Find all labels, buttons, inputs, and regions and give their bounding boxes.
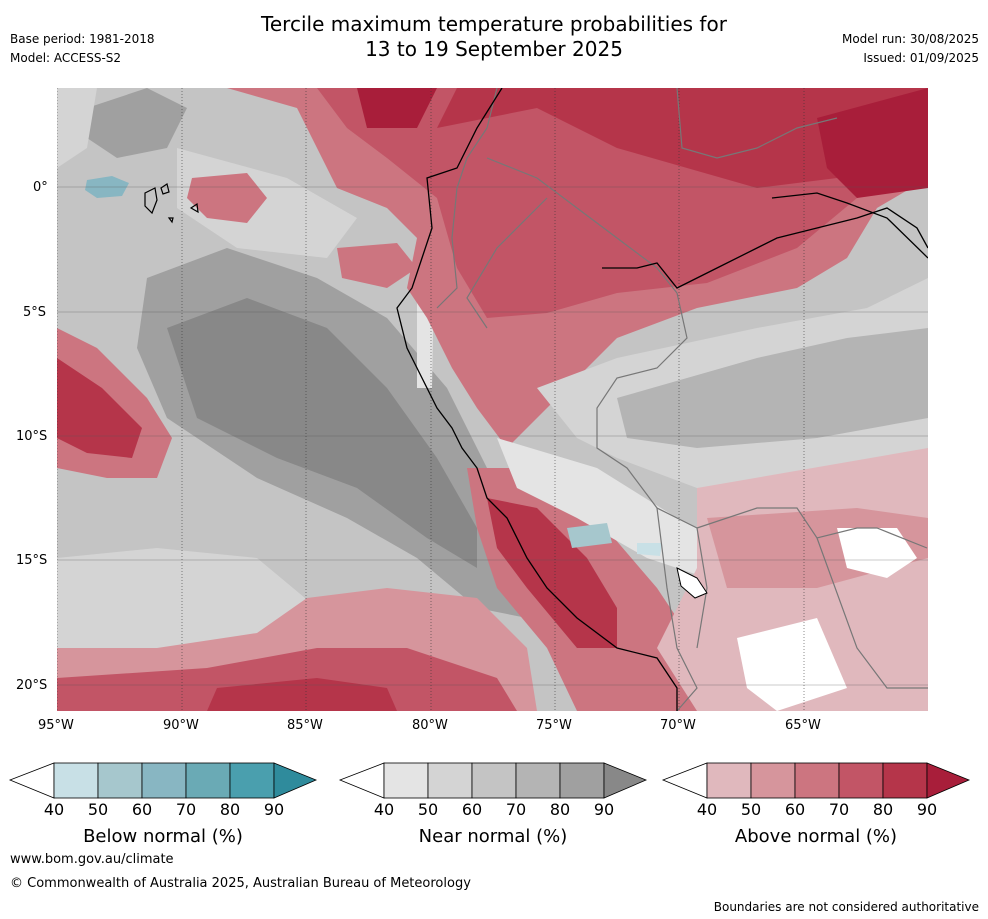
above-normal-south-80 <box>207 678 397 711</box>
near-tick-40: 40 <box>373 800 395 819</box>
above-normal-west-80 <box>57 358 142 458</box>
near-tick-80: 80 <box>549 800 571 819</box>
lat-label-10s: 10°S <box>16 429 48 444</box>
copyright-notice: © Commonwealth of Australia 2025, Austra… <box>10 876 471 891</box>
below-tick-70: 70 <box>175 800 197 819</box>
above-normal-label: Above normal (%) <box>734 826 898 847</box>
galapagos-islands <box>144 183 199 224</box>
near-normal-core-90 <box>167 298 477 568</box>
white-patch-east <box>837 528 917 578</box>
lat-label-15s: 15°S <box>16 553 48 568</box>
above-normal-gulf-blob <box>337 243 417 288</box>
near-normal-light-south <box>57 548 317 648</box>
lon-label-95w: 95°W <box>38 718 74 733</box>
title-line-2: 13 to 19 September 2025 <box>365 37 623 61</box>
near-normal-label: Near normal (%) <box>418 826 568 847</box>
model-run: Model run: 30/08/2025 <box>841 32 979 46</box>
above-normal-north-90b <box>357 88 437 128</box>
above-normal-galapagos-blob <box>187 173 267 223</box>
above-tick-50: 50 <box>740 800 762 819</box>
lon-label-65w: 65°W <box>785 718 821 733</box>
boundary-disclaimer: Boundaries are not considered authoritat… <box>713 900 979 914</box>
title-line-1: Tercile maximum temperature probabilitie… <box>261 12 727 36</box>
below-normal-label: Below normal (%) <box>83 826 243 847</box>
model-name: Model: ACCESS-S2 <box>10 51 122 65</box>
near-tick-70: 70 <box>505 800 527 819</box>
colorbar-above <box>661 762 971 799</box>
base-period: Base period: 1981-2018 <box>10 32 155 46</box>
lat-label-0: 0° <box>33 180 48 195</box>
below-normal-patch-2 <box>567 523 612 548</box>
lon-label-85w: 85°W <box>287 718 323 733</box>
above-normal-coast-80 <box>487 498 617 648</box>
below-tick-50: 50 <box>87 800 109 819</box>
colorbar-below <box>8 762 318 799</box>
chart-title: Tercile maximum temperature probabilitie… <box>0 12 988 62</box>
white-patch-south <box>737 618 847 711</box>
lon-label-90w: 90°W <box>163 718 199 733</box>
near-normal-north-blob <box>87 88 187 158</box>
near-normal-interior-70 <box>617 328 928 448</box>
near-tick-50: 50 <box>417 800 439 819</box>
lon-label-80w: 80°W <box>412 718 448 733</box>
below-tick-90: 90 <box>263 800 285 819</box>
above-tick-80: 80 <box>872 800 894 819</box>
colorbar-near <box>338 762 648 799</box>
above-normal-north-90 <box>817 88 928 198</box>
above-normal-south-70 <box>57 648 517 711</box>
below-tick-80: 80 <box>219 800 241 819</box>
website-link[interactable]: www.bom.gov.au/climate <box>10 852 174 867</box>
near-tick-60: 60 <box>461 800 483 819</box>
below-normal-patch-3 <box>637 543 662 556</box>
lat-label-5s: 5°S <box>23 305 47 320</box>
colorbars <box>8 762 971 799</box>
below-tick-40: 40 <box>43 800 65 819</box>
lat-label-20s: 20°S <box>16 678 48 693</box>
lon-label-70w: 70°W <box>660 718 696 733</box>
probability-map <box>57 88 928 711</box>
below-tick-60: 60 <box>131 800 153 819</box>
above-tick-90: 90 <box>916 800 938 819</box>
above-tick-60: 60 <box>784 800 806 819</box>
coastline <box>396 88 928 711</box>
lon-label-75w: 75°W <box>536 718 572 733</box>
country-boundaries <box>436 88 928 711</box>
near-normal-light-west <box>57 88 97 168</box>
near-tick-90: 90 <box>593 800 615 819</box>
issued-date: Issued: 01/09/2025 <box>863 51 979 65</box>
near-normal-corridor <box>497 438 757 588</box>
lake-titicaca <box>676 567 708 599</box>
above-normal-north-80 <box>437 88 928 188</box>
above-tick-70: 70 <box>828 800 850 819</box>
above-tick-40: 40 <box>696 800 718 819</box>
